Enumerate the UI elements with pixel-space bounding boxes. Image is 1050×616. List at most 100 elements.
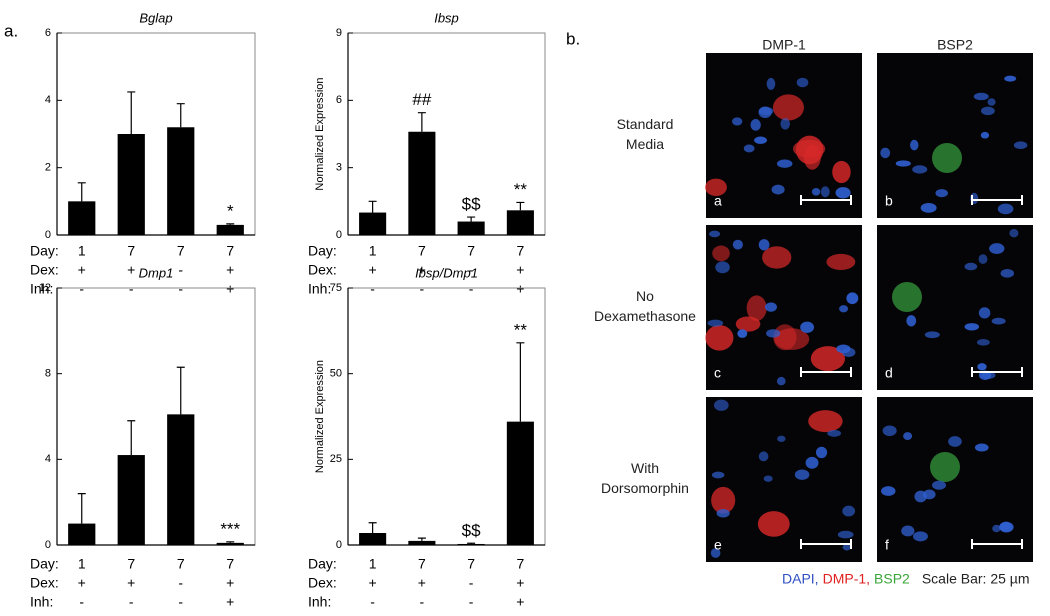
condition-row-label: Dex: bbox=[308, 262, 337, 278]
y-tick-label: 3 bbox=[336, 162, 342, 174]
significance-label: ** bbox=[514, 180, 528, 199]
condition-value: 7 bbox=[418, 556, 426, 572]
condition-value: - bbox=[469, 575, 474, 591]
stain-dmp1 bbox=[705, 325, 734, 351]
y-tick-label: 75 bbox=[330, 282, 342, 294]
stain-dapi bbox=[997, 203, 1014, 215]
stain-dapi bbox=[776, 376, 786, 386]
condition-value: 1 bbox=[78, 556, 86, 572]
condition-value: 7 bbox=[467, 556, 475, 572]
stain-dapi bbox=[987, 98, 996, 106]
stain-dmp1 bbox=[832, 160, 851, 184]
panel-label: b. bbox=[566, 29, 580, 48]
image-label: d bbox=[885, 365, 893, 381]
significance-label: * bbox=[227, 201, 234, 220]
condition-value: - bbox=[469, 281, 474, 297]
y-tick-label: 0 bbox=[336, 229, 342, 241]
stain-dapi bbox=[732, 117, 743, 126]
stain-dapi bbox=[906, 315, 917, 327]
condition-value: + bbox=[516, 262, 524, 278]
y-axis-label: Normalized Expression bbox=[314, 360, 326, 473]
condition-row-label: Day: bbox=[308, 556, 337, 572]
condition-row-label: Inh: bbox=[30, 281, 53, 297]
stain-dapi bbox=[715, 261, 730, 274]
stain-dmp1 bbox=[712, 245, 730, 262]
condition-row-label: Inh: bbox=[308, 594, 331, 610]
image-label: e bbox=[714, 537, 722, 553]
stain-dapi bbox=[901, 525, 915, 537]
stain-dapi bbox=[777, 435, 786, 442]
bar bbox=[117, 455, 145, 545]
stain-dapi bbox=[978, 307, 991, 319]
condition-value: + bbox=[226, 281, 234, 297]
condition-value: - bbox=[178, 594, 183, 610]
plot-frame bbox=[347, 32, 546, 236]
stain-bsp2 bbox=[930, 452, 960, 482]
condition-value: + bbox=[516, 594, 524, 610]
bar bbox=[68, 201, 96, 235]
stain-dapi bbox=[707, 319, 724, 327]
micrograph-cells bbox=[880, 75, 1028, 215]
stain-dapi bbox=[980, 106, 995, 116]
stain-dapi bbox=[805, 456, 819, 469]
stain-dapi bbox=[716, 508, 730, 518]
stain-dmp1 bbox=[757, 511, 790, 537]
stain-dmp1 bbox=[810, 346, 846, 372]
condition-value: + bbox=[369, 575, 377, 591]
condition-value: 7 bbox=[226, 556, 234, 572]
y-tick-label: 12 bbox=[39, 282, 51, 294]
stain-dapi bbox=[895, 160, 911, 167]
error-bar bbox=[77, 493, 86, 524]
stain-dapi bbox=[932, 480, 947, 490]
stain-dapi bbox=[771, 184, 785, 195]
stain-dapi bbox=[763, 475, 773, 482]
condition-value: + bbox=[127, 575, 135, 591]
micrograph-cells bbox=[705, 77, 851, 199]
condition-value: 7 bbox=[177, 556, 185, 572]
error-bar bbox=[176, 366, 185, 415]
stain-dapi bbox=[964, 323, 980, 331]
stain-dapi bbox=[842, 544, 852, 551]
stain-dmp1 bbox=[808, 410, 843, 433]
condition-value: - bbox=[178, 262, 183, 278]
stain-dmp1 bbox=[772, 94, 804, 121]
stain-dapi bbox=[827, 429, 842, 437]
stain-dapi bbox=[776, 159, 793, 168]
condition-value: 1 bbox=[78, 243, 86, 259]
stain-dapi bbox=[978, 254, 988, 264]
error-bar bbox=[176, 103, 185, 128]
y-tick-label: 0 bbox=[336, 539, 342, 551]
stain-dapi bbox=[842, 505, 856, 517]
condition-value: - bbox=[370, 594, 375, 610]
condition-row-label: Day: bbox=[308, 243, 337, 259]
error-bar bbox=[368, 522, 377, 534]
stain-dapi bbox=[732, 239, 743, 250]
stain-dapi bbox=[964, 262, 978, 271]
significance-label: *** bbox=[220, 519, 240, 538]
row-label: With bbox=[631, 460, 659, 476]
scale-bar bbox=[800, 195, 852, 205]
stain-dapi bbox=[1009, 229, 1019, 238]
stain-dapi bbox=[976, 339, 990, 346]
stain-dapi bbox=[711, 471, 725, 479]
scale-bar bbox=[971, 195, 1023, 205]
stain-dmp1 bbox=[705, 178, 727, 196]
stain-dapi bbox=[989, 243, 1005, 254]
error-bar bbox=[226, 541, 235, 543]
stain-dapi bbox=[708, 230, 721, 238]
condition-value: + bbox=[516, 281, 524, 297]
stain-dapi bbox=[780, 118, 791, 130]
stain-dapi bbox=[1013, 141, 1028, 150]
stain-dapi bbox=[1001, 521, 1011, 531]
bar bbox=[117, 134, 145, 235]
y-tick-label: 9 bbox=[336, 27, 342, 39]
condition-value: - bbox=[420, 281, 425, 297]
condition-value: 7 bbox=[226, 243, 234, 259]
condition-value: 7 bbox=[127, 556, 135, 572]
scale-bar bbox=[971, 367, 1023, 377]
condition-value: + bbox=[226, 594, 234, 610]
micrograph bbox=[877, 397, 1033, 562]
stain-bsp2 bbox=[892, 282, 922, 312]
condition-value: 7 bbox=[127, 243, 135, 259]
significance-label: ## bbox=[412, 90, 431, 109]
